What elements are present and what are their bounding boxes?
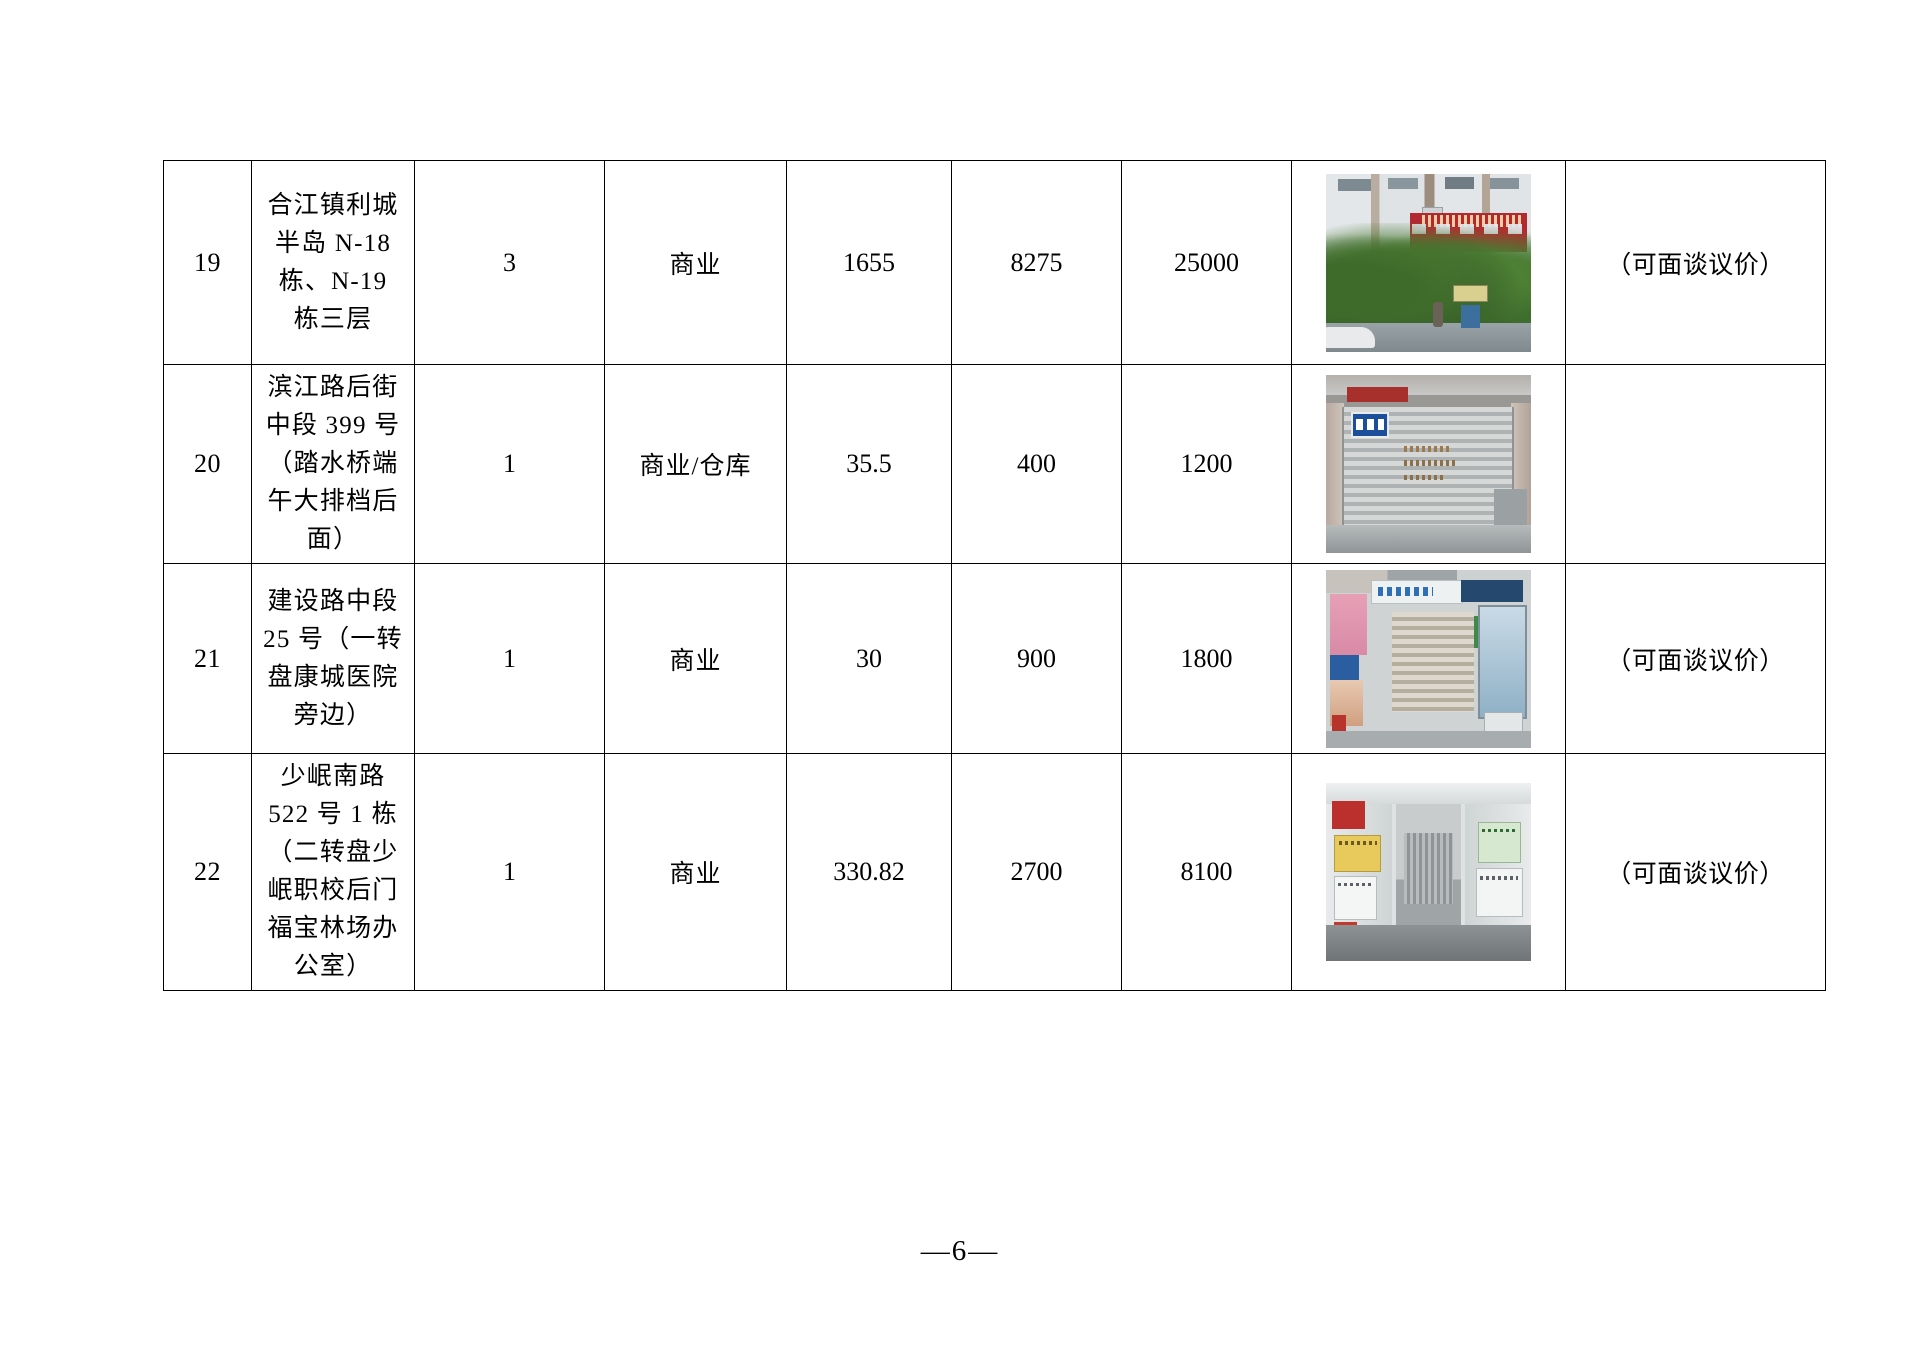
row-address: 建设路中段 25 号（一转盘康城医院旁边） bbox=[251, 563, 415, 754]
row-photo bbox=[1291, 364, 1566, 564]
row-count: 1 bbox=[414, 563, 605, 754]
row-rent-monthly: 8275 bbox=[951, 160, 1122, 365]
property-photo-image bbox=[1326, 569, 1531, 748]
row-index: 19 bbox=[163, 160, 252, 365]
table-row: 20 滨江路后街中段 399 号（踏水桥端午大排档后面） 1 商业/仓库 35.… bbox=[163, 364, 1826, 564]
property-listing-table: 19 合江镇利城半岛 N-18 栋、N-19 栋三层 3 商业 1655 827… bbox=[163, 160, 1826, 991]
property-photo-image bbox=[1326, 783, 1531, 961]
row-area: 30 bbox=[786, 563, 952, 754]
row-area: 1655 bbox=[786, 160, 952, 365]
row-remark: （可面谈议价） bbox=[1565, 753, 1826, 991]
row-address: 滨江路后街中段 399 号（踏水桥端午大排档后面） bbox=[251, 364, 415, 564]
row-remark bbox=[1565, 364, 1826, 564]
row-photo bbox=[1291, 753, 1566, 991]
property-photo-image bbox=[1326, 173, 1531, 352]
row-index: 21 bbox=[163, 563, 252, 754]
row-address: 少岷南路 522 号 1 栋（二转盘少岷职校后门福宝林场办公室） bbox=[251, 753, 415, 991]
table-row: 21 建设路中段 25 号（一转盘康城医院旁边） 1 商业 30 900 180… bbox=[163, 563, 1826, 754]
row-index: 22 bbox=[163, 753, 252, 991]
table-row: 19 合江镇利城半岛 N-18 栋、N-19 栋三层 3 商业 1655 827… bbox=[163, 160, 1826, 365]
row-remark: （可面谈议价） bbox=[1565, 563, 1826, 754]
row-count: 3 bbox=[414, 160, 605, 365]
row-rent-monthly: 2700 bbox=[951, 753, 1122, 991]
row-rent-total: 25000 bbox=[1121, 160, 1292, 365]
row-count: 1 bbox=[414, 753, 605, 991]
row-rent-total: 1200 bbox=[1121, 364, 1292, 564]
row-area: 330.82 bbox=[786, 753, 952, 991]
property-photo-image bbox=[1326, 375, 1531, 553]
row-usage-type: 商业/仓库 bbox=[604, 364, 787, 564]
row-remark: （可面谈议价） bbox=[1565, 160, 1826, 365]
row-usage-type: 商业 bbox=[604, 563, 787, 754]
row-photo bbox=[1291, 563, 1566, 754]
row-photo bbox=[1291, 160, 1566, 365]
page-number: —6— bbox=[920, 1235, 1000, 1267]
row-rent-total: 1800 bbox=[1121, 563, 1292, 754]
row-rent-monthly: 400 bbox=[951, 364, 1122, 564]
row-rent-total: 8100 bbox=[1121, 753, 1292, 991]
row-address: 合江镇利城半岛 N-18 栋、N-19 栋三层 bbox=[251, 160, 415, 365]
row-index: 20 bbox=[163, 364, 252, 564]
row-usage-type: 商业 bbox=[604, 753, 787, 991]
row-count: 1 bbox=[414, 364, 605, 564]
table-row: 22 少岷南路 522 号 1 栋（二转盘少岷职校后门福宝林场办公室） 1 商业… bbox=[163, 753, 1826, 991]
row-usage-type: 商业 bbox=[604, 160, 787, 365]
row-area: 35.5 bbox=[786, 364, 952, 564]
row-rent-monthly: 900 bbox=[951, 563, 1122, 754]
